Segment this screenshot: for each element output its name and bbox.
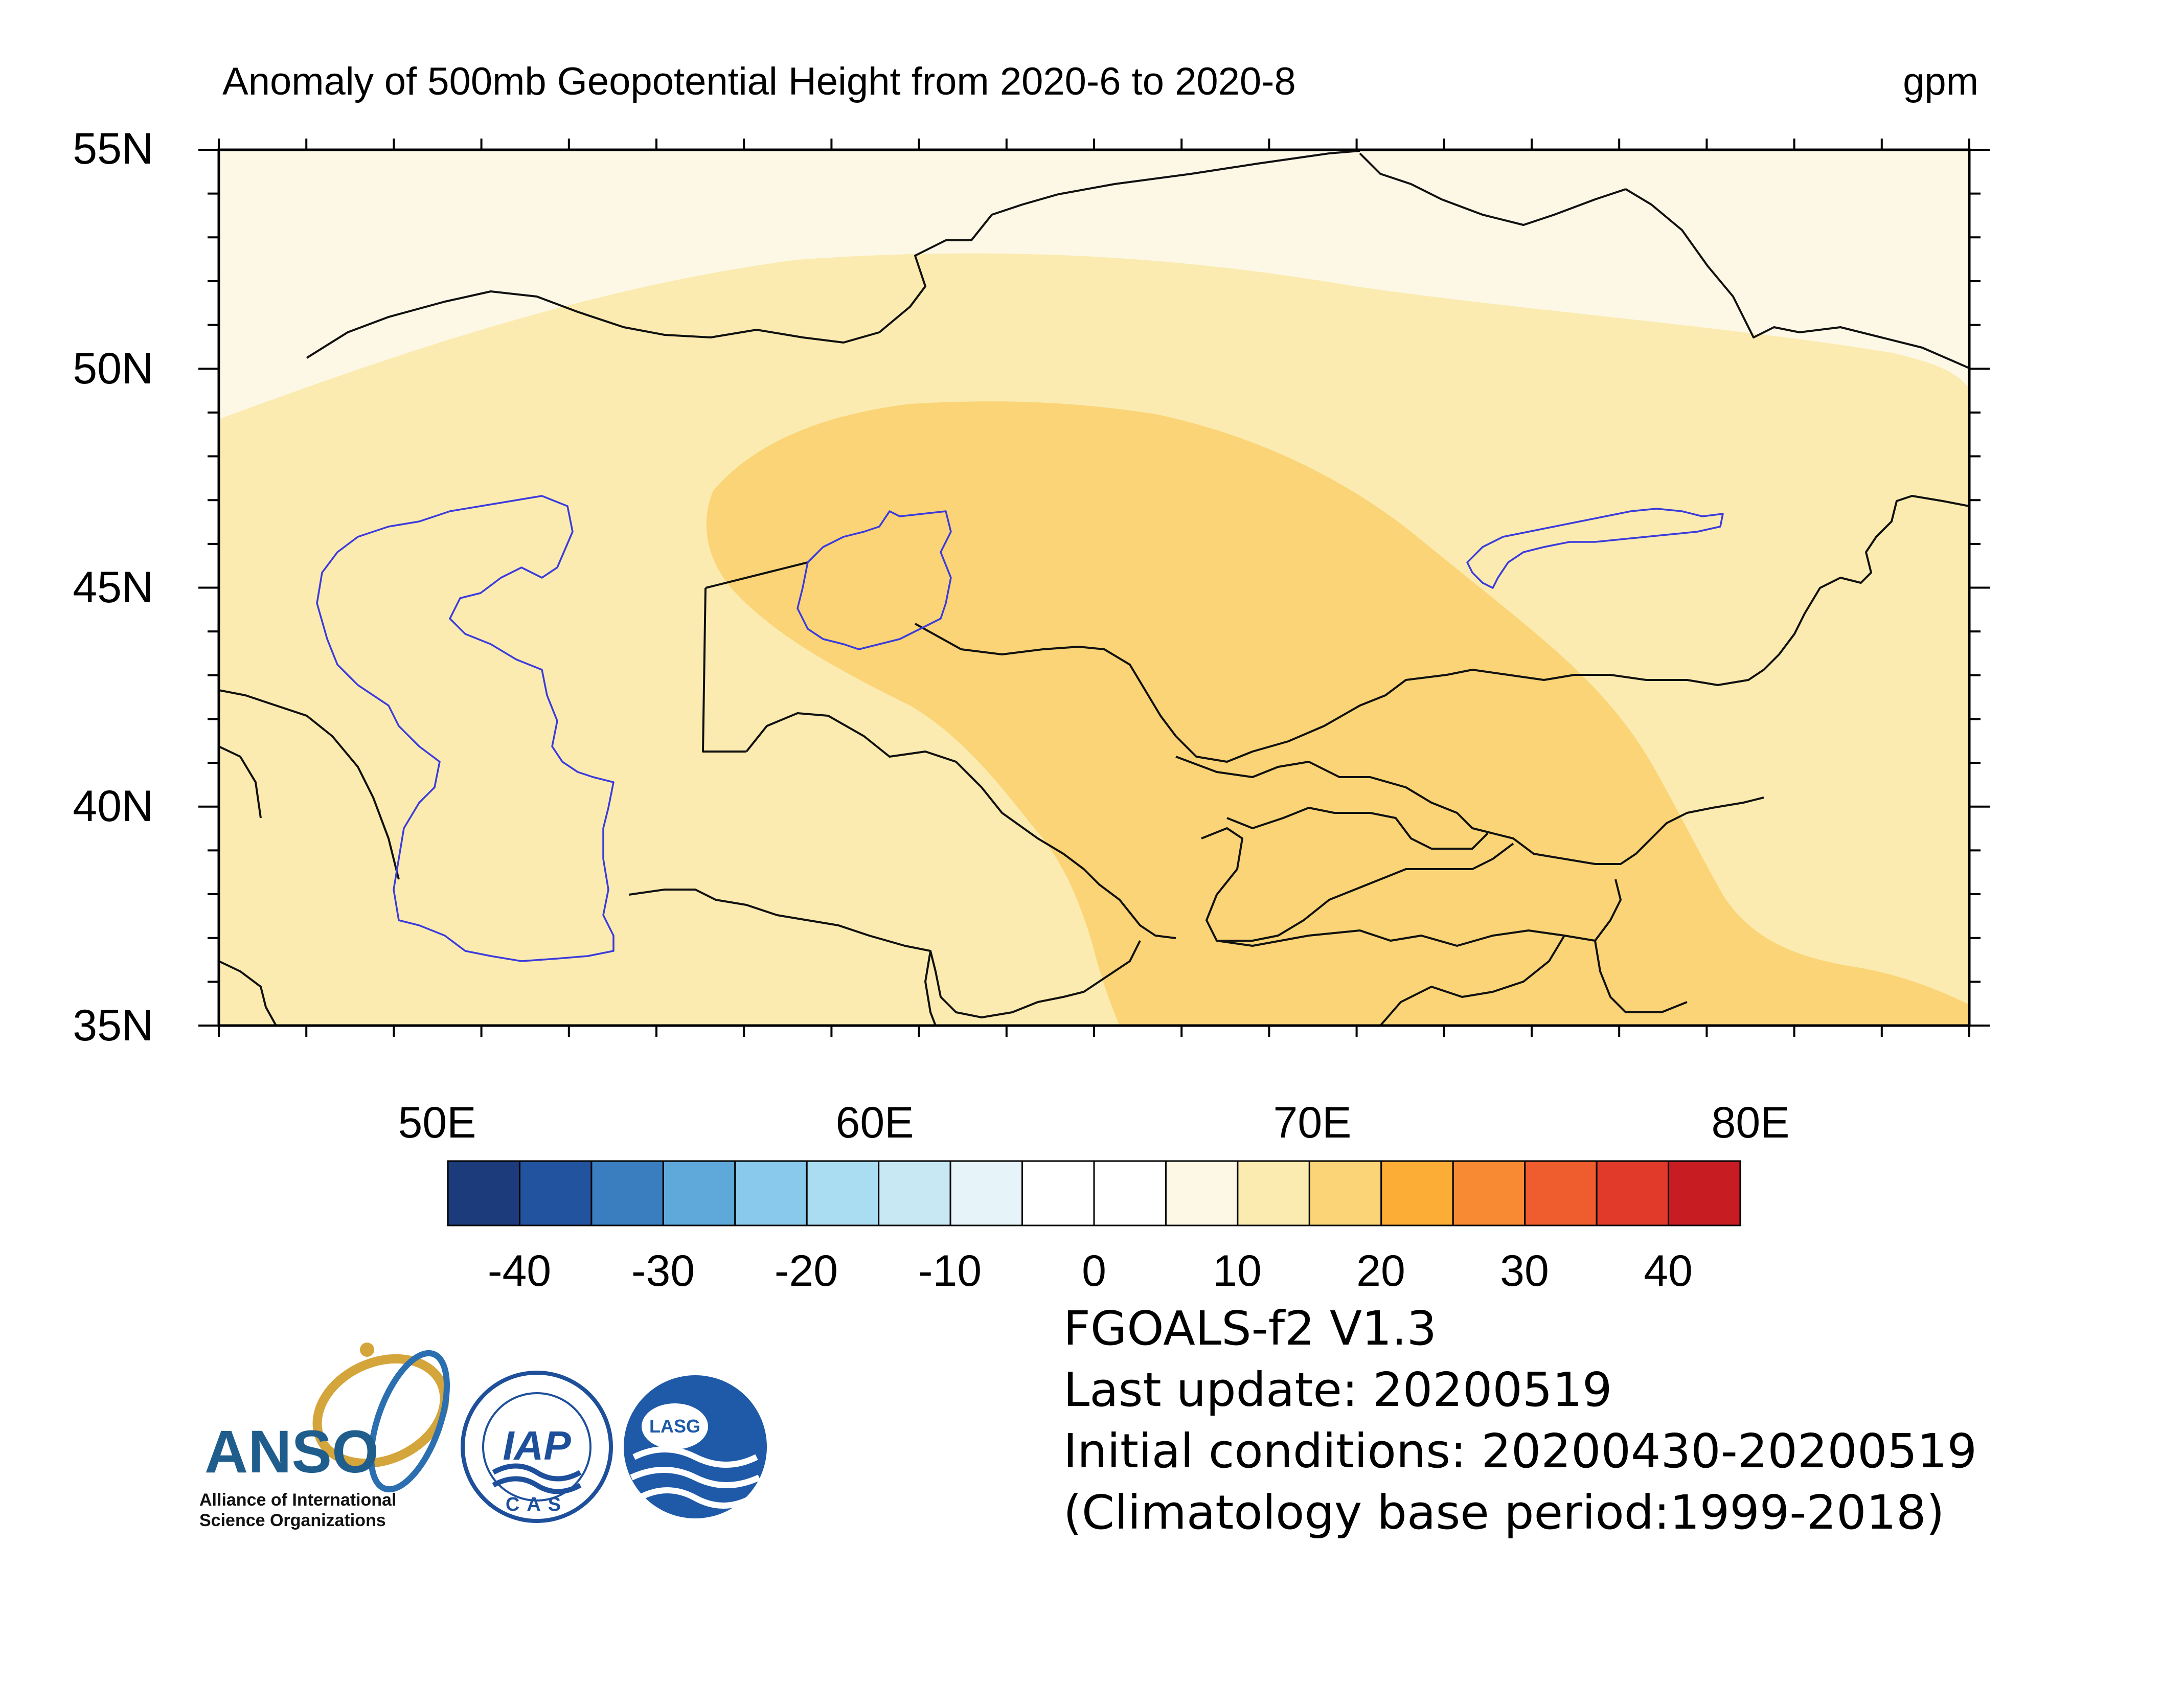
colorbar-box <box>662 1160 736 1226</box>
last-update: Last update: 20200519 <box>1063 1362 1612 1417</box>
lat-tick-label: 40N <box>73 782 153 831</box>
map-units: gpm <box>1903 60 1978 103</box>
lon-tick-label: 60E <box>835 1098 914 1147</box>
anso-subtitle: Alliance of International <box>199 1490 396 1510</box>
anso-logo: ANSO Alliance of International Science O… <box>199 1343 450 1530</box>
colorbar-box <box>1452 1160 1526 1226</box>
colorbar-label: -20 <box>775 1246 838 1295</box>
colorbar-box <box>518 1160 593 1226</box>
cas-wordmark: CAS <box>506 1494 568 1515</box>
colorbar-label: -30 <box>631 1246 695 1295</box>
colorbar-box <box>734 1160 808 1226</box>
colorbar-box <box>447 1160 520 1226</box>
country-borders <box>219 150 1969 1026</box>
model-version: FGOALS-f2 V1.3 <box>1063 1301 1437 1356</box>
lat-tick-label: 50N <box>73 344 153 393</box>
colorbar-label: -40 <box>488 1246 551 1295</box>
colorbar-box <box>1308 1160 1382 1226</box>
lasg-wordmark: LASG <box>649 1416 700 1437</box>
caspian-sea <box>316 495 615 962</box>
map-title: Anomaly of 500mb Geopotential Height fro… <box>222 60 1296 103</box>
colorbar-label: 20 <box>1356 1246 1405 1295</box>
lon-tick-label: 50E <box>398 1098 476 1147</box>
colorbar-label: 30 <box>1500 1246 1549 1295</box>
iap-wordmark: IAP <box>503 1423 571 1468</box>
colorbar-box <box>1093 1160 1167 1226</box>
map-panel <box>219 150 1969 1026</box>
initial-conditions: Initial conditions: 20200430-20200519 <box>1063 1424 1977 1479</box>
anso-wordmark: ANSO <box>204 1418 379 1486</box>
colorbar-label: 40 <box>1644 1246 1693 1295</box>
colorbar-box <box>878 1160 951 1226</box>
iap-logo: IAP CAS <box>461 1371 613 1523</box>
climatology-period: (Climatology base period:1999-2018) <box>1063 1485 1945 1540</box>
colorbar <box>447 1160 1741 1226</box>
colorbar-box <box>1165 1160 1239 1226</box>
colorbar-box <box>1596 1160 1670 1226</box>
lon-tick-label: 80E <box>1711 1098 1789 1147</box>
colorbar-box <box>1380 1160 1454 1226</box>
aral-sea <box>797 510 952 650</box>
lon-tick-label: 70E <box>1273 1098 1351 1147</box>
lasg-logo: LASG <box>624 1375 767 1518</box>
anso-subtitle: Science Organizations <box>199 1511 386 1530</box>
lake-balkhash <box>1466 508 1724 589</box>
colorbar-box <box>1668 1160 1741 1226</box>
map-ticks <box>198 139 1990 1037</box>
colorbar-box <box>1021 1160 1095 1226</box>
lat-tick-label: 45N <box>73 563 153 612</box>
shade-15-20 <box>706 401 1969 1026</box>
water-bodies <box>316 495 1724 962</box>
colorbar-box <box>1237 1160 1310 1226</box>
colorbar-box <box>806 1160 880 1226</box>
colorbar-box <box>590 1160 664 1226</box>
colorbar-box <box>1524 1160 1598 1226</box>
colorbar-label: 0 <box>1082 1246 1106 1295</box>
colorbar-label: -10 <box>918 1246 982 1295</box>
colorbar-box <box>949 1160 1023 1226</box>
colorbar-label: 10 <box>1213 1246 1262 1295</box>
lat-tick-label: 35N <box>73 1001 153 1050</box>
lat-tick-label: 55N <box>73 124 153 173</box>
